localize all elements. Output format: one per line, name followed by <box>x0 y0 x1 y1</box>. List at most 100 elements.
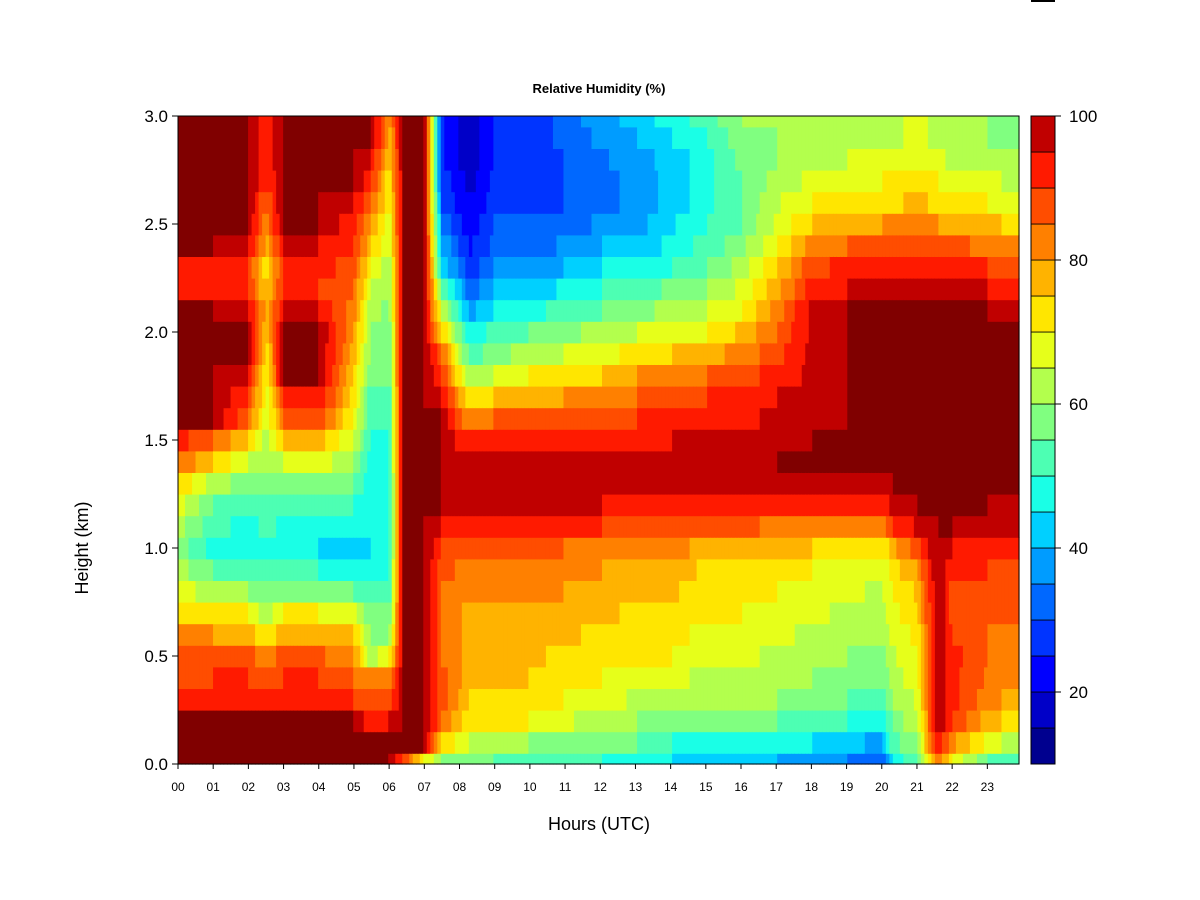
heat-cell <box>367 580 372 603</box>
heat-cell <box>426 753 431 765</box>
heat-cell <box>703 278 708 301</box>
heat-cell <box>496 753 501 765</box>
heat-cell <box>920 580 925 625</box>
heat-cell <box>580 688 586 711</box>
heat-cell <box>437 407 442 517</box>
heat-cell <box>633 558 638 603</box>
heat-cell <box>549 537 554 560</box>
heat-cell <box>686 515 691 538</box>
heat-cell <box>528 731 533 754</box>
heat-cell <box>612 710 617 733</box>
heat-cell <box>738 710 743 733</box>
heat-cell <box>892 213 897 236</box>
heat-cell <box>868 580 873 646</box>
heat-cell <box>318 688 323 711</box>
heat-cell <box>679 342 684 365</box>
heat-cell <box>710 321 715 344</box>
heat-cell <box>693 710 698 733</box>
heat-cell <box>959 645 964 668</box>
heat-cell <box>524 753 530 765</box>
heat-cell <box>766 116 771 128</box>
heat-cell <box>675 602 680 646</box>
heat-cell <box>773 126 778 171</box>
heat-cell <box>472 429 477 452</box>
heat-cell <box>346 299 351 365</box>
heat-cell <box>682 299 687 322</box>
heat-cell <box>637 321 642 344</box>
heat-cell <box>482 753 487 765</box>
heat-cell <box>584 407 589 430</box>
heat-cell <box>531 321 537 344</box>
heat-cell <box>500 429 505 452</box>
heat-cell <box>276 580 281 603</box>
heat-cell <box>959 116 964 171</box>
heat-cell <box>349 645 354 668</box>
heat-cell <box>353 450 358 473</box>
heat-cell <box>707 342 712 365</box>
heat-cell <box>976 515 982 538</box>
heat-cell <box>906 278 911 301</box>
heat-cell <box>570 386 575 409</box>
heat-cell <box>370 386 375 430</box>
heat-cell <box>307 558 312 581</box>
heat-cell <box>552 342 558 365</box>
heat-cell <box>952 234 957 257</box>
heat-cell <box>598 515 603 538</box>
heat-cell <box>735 515 740 538</box>
heat-cell <box>777 537 782 560</box>
heat-cell <box>573 321 579 344</box>
heat-cell <box>612 429 617 452</box>
heat-cell <box>559 753 565 765</box>
heat-cell <box>679 407 684 430</box>
heat-cell <box>489 299 494 322</box>
heat-cell <box>864 256 869 279</box>
heat-cell <box>903 191 908 214</box>
heat-cell <box>1008 299 1013 322</box>
heat-cell <box>244 116 249 236</box>
heat-cell <box>917 116 922 171</box>
heat-cell <box>714 386 719 430</box>
heat-cell <box>745 731 750 754</box>
heat-cell <box>833 753 838 765</box>
heat-cell <box>798 386 803 452</box>
heat-cell <box>868 191 873 214</box>
heat-cell <box>290 645 295 668</box>
heat-cell <box>633 407 638 430</box>
heat-cell <box>651 407 656 452</box>
heat-cell <box>976 116 982 171</box>
heat-cell <box>199 116 204 257</box>
heat-cell <box>763 342 768 365</box>
heat-cell <box>332 623 337 646</box>
heat-cell <box>437 753 442 765</box>
heat-cell <box>693 386 698 409</box>
heat-cell <box>461 234 466 257</box>
heat-cell <box>349 494 354 517</box>
heat-cell <box>626 407 631 430</box>
heat-cell <box>787 386 792 452</box>
heat-cell <box>745 364 750 387</box>
heat-cell <box>549 256 554 279</box>
heat-cell <box>700 515 705 538</box>
heat-cell <box>493 364 498 387</box>
heat-cell <box>251 494 256 517</box>
heat-cell <box>773 731 778 754</box>
heat-cell <box>220 472 225 495</box>
heat-cell <box>185 116 190 257</box>
heat-cell <box>609 234 614 257</box>
heat-cell <box>752 234 757 257</box>
heat-cell <box>847 602 852 646</box>
heat-cell <box>237 234 242 257</box>
heat-cell <box>770 645 775 711</box>
heat-cell <box>696 666 701 711</box>
heat-cell <box>507 602 512 689</box>
heat-cell <box>584 515 589 538</box>
heat-cell <box>889 580 894 646</box>
heat-cell <box>910 278 915 301</box>
heat-cell <box>833 299 838 430</box>
heat-cell <box>882 537 887 560</box>
heat-cell <box>717 623 722 668</box>
heat-cell <box>433 116 438 193</box>
heat-cell <box>672 148 677 236</box>
heat-cell <box>580 753 586 765</box>
heat-cell <box>437 299 442 322</box>
